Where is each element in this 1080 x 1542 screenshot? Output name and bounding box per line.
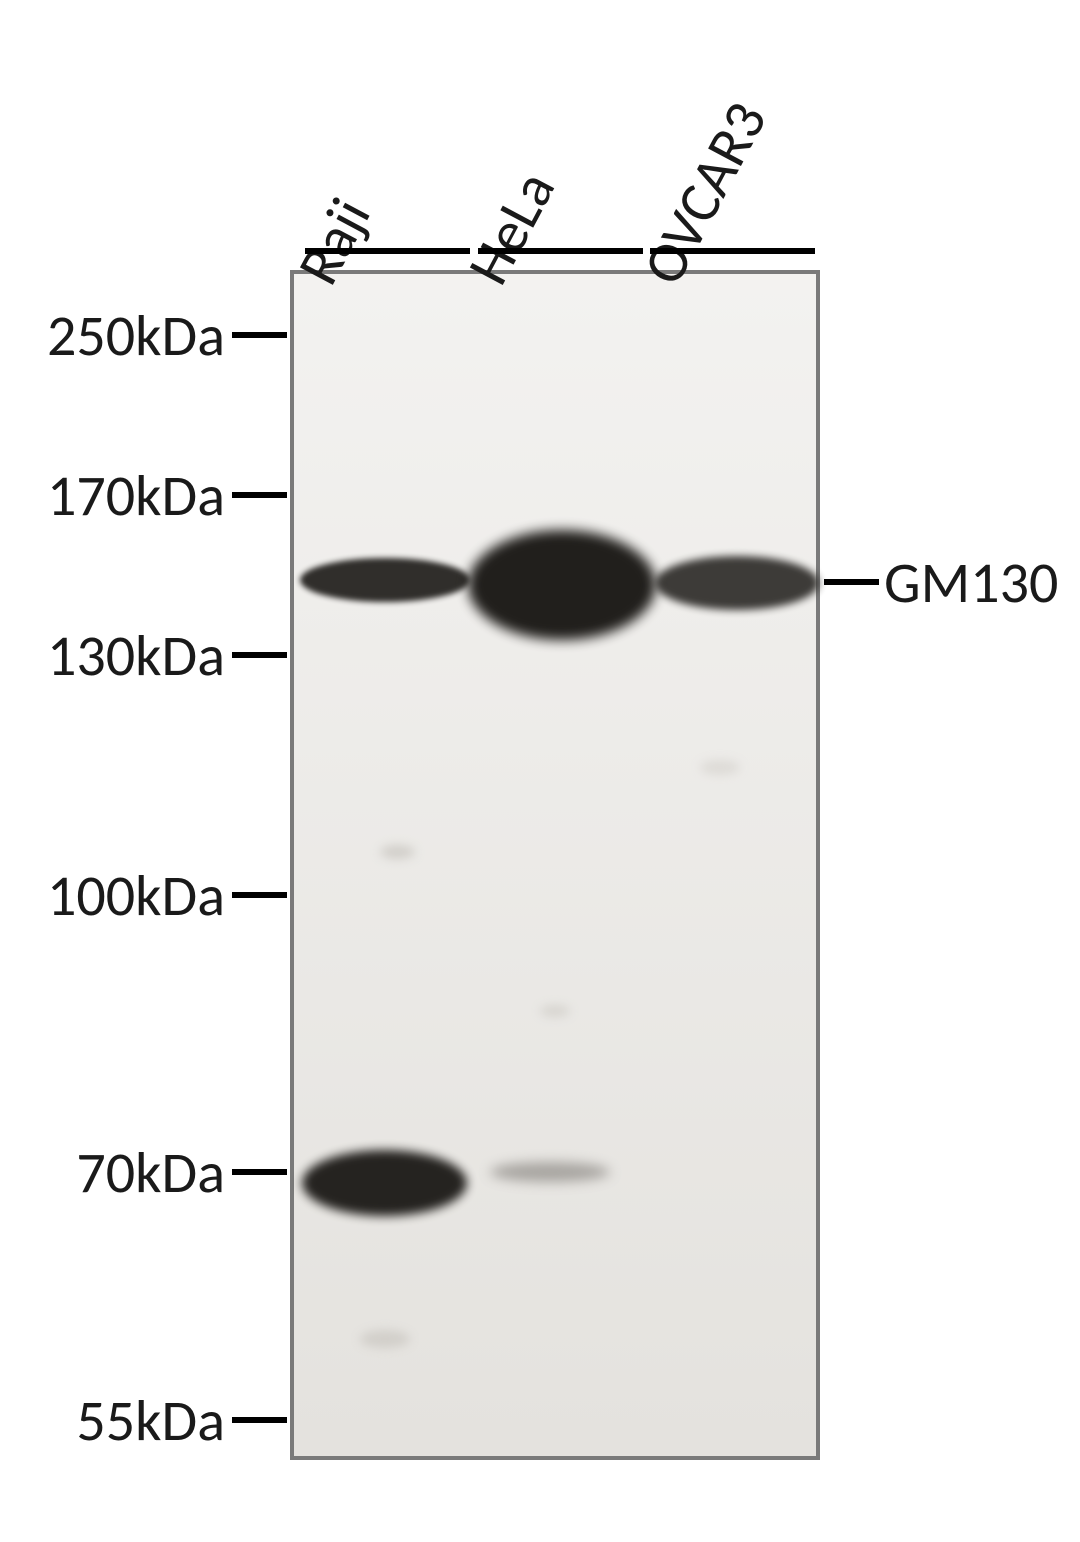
mw-label-4: 70kDa [76, 1137, 225, 1208]
noise-spot-1 [540, 1005, 570, 1017]
mw-tick-5 [232, 1417, 287, 1423]
mw-tick-3 [232, 892, 287, 898]
mw-label-5: 55kDa [76, 1385, 225, 1456]
target-tick [824, 579, 879, 585]
mw-label-3: 100kDa [47, 860, 225, 931]
band-3 [302, 1150, 467, 1216]
band-0 [300, 558, 470, 602]
noise-spot-2 [700, 760, 740, 775]
band-1 [468, 530, 656, 640]
mw-tick-4 [232, 1169, 287, 1175]
mw-tick-0 [232, 332, 287, 338]
western-blot-figure: RajiHeLaOVCAR3 250kDa170kDa130kDa100kDa7… [0, 0, 1080, 1542]
noise-spot-0 [380, 845, 415, 859]
mw-label-0: 250kDa [47, 300, 225, 371]
band-4 [490, 1162, 610, 1182]
band-2 [655, 556, 819, 610]
mw-label-2: 130kDa [47, 620, 225, 691]
lane-label-2: OVCAR3 [627, 90, 781, 296]
mw-tick-2 [232, 652, 287, 658]
mw-label-1: 170kDa [47, 460, 225, 531]
blot-membrane [290, 270, 820, 1460]
lane-underline-2 [650, 248, 815, 254]
noise-spot-3 [360, 1330, 410, 1348]
lane-underline-1 [478, 248, 643, 254]
lane-underline-0 [305, 248, 470, 254]
target-label: GM130 [884, 547, 1058, 618]
mw-tick-1 [232, 492, 287, 498]
